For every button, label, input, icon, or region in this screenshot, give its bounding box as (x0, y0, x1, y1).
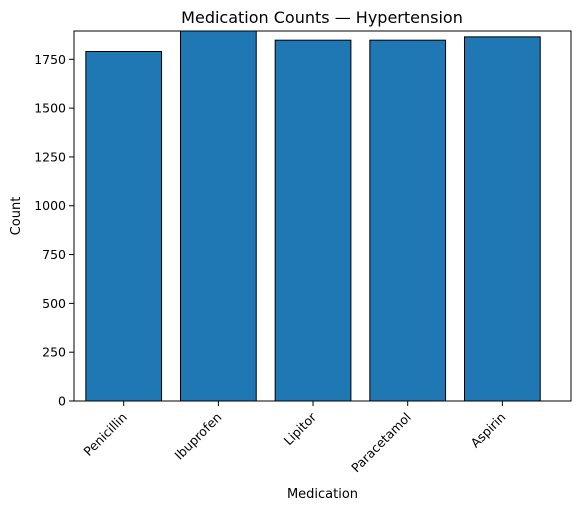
y-axis: 0 250 500 750 1000 1250 1500 1750 (34, 52, 74, 409)
y-tick-label-750: 750 (42, 247, 66, 262)
y-tick-label-500: 500 (42, 296, 66, 311)
y-tick-label-0: 0 (58, 394, 66, 409)
y-tick-label-1000: 1000 (34, 198, 66, 213)
bar-penicillin (85, 51, 163, 402)
bars-group (85, 30, 541, 402)
x-tick-label-ibuprofen: Ibuprofen (171, 410, 224, 463)
x-axis-label: Medication (287, 487, 358, 502)
x-tick-label-paracetamol: Paracetamol (348, 410, 414, 476)
x-tick-label-penicillin: Penicillin (80, 410, 129, 459)
y-tick-label-1750: 1750 (34, 52, 66, 67)
chart-title: Medication Counts — Hypertension (181, 8, 463, 27)
bar-lipitor (274, 39, 352, 402)
bar-paracetamol (369, 39, 447, 402)
bar-aspirin (464, 36, 541, 402)
y-axis-label: Count (9, 197, 24, 236)
x-tick-label-aspirin: Aspirin (467, 410, 508, 451)
y-tick-label-250: 250 (42, 345, 66, 360)
y-tick-label-1250: 1250 (34, 149, 66, 164)
y-tick-label-1500: 1500 (34, 101, 66, 116)
bar-ibuprofen (180, 30, 257, 402)
x-axis: Penicillin Ibuprofen Lipitor Paracetamol Asp… (80, 401, 508, 475)
plot-frame (73, 30, 572, 402)
x-tick-label-lipitor: Lipitor (281, 409, 320, 448)
